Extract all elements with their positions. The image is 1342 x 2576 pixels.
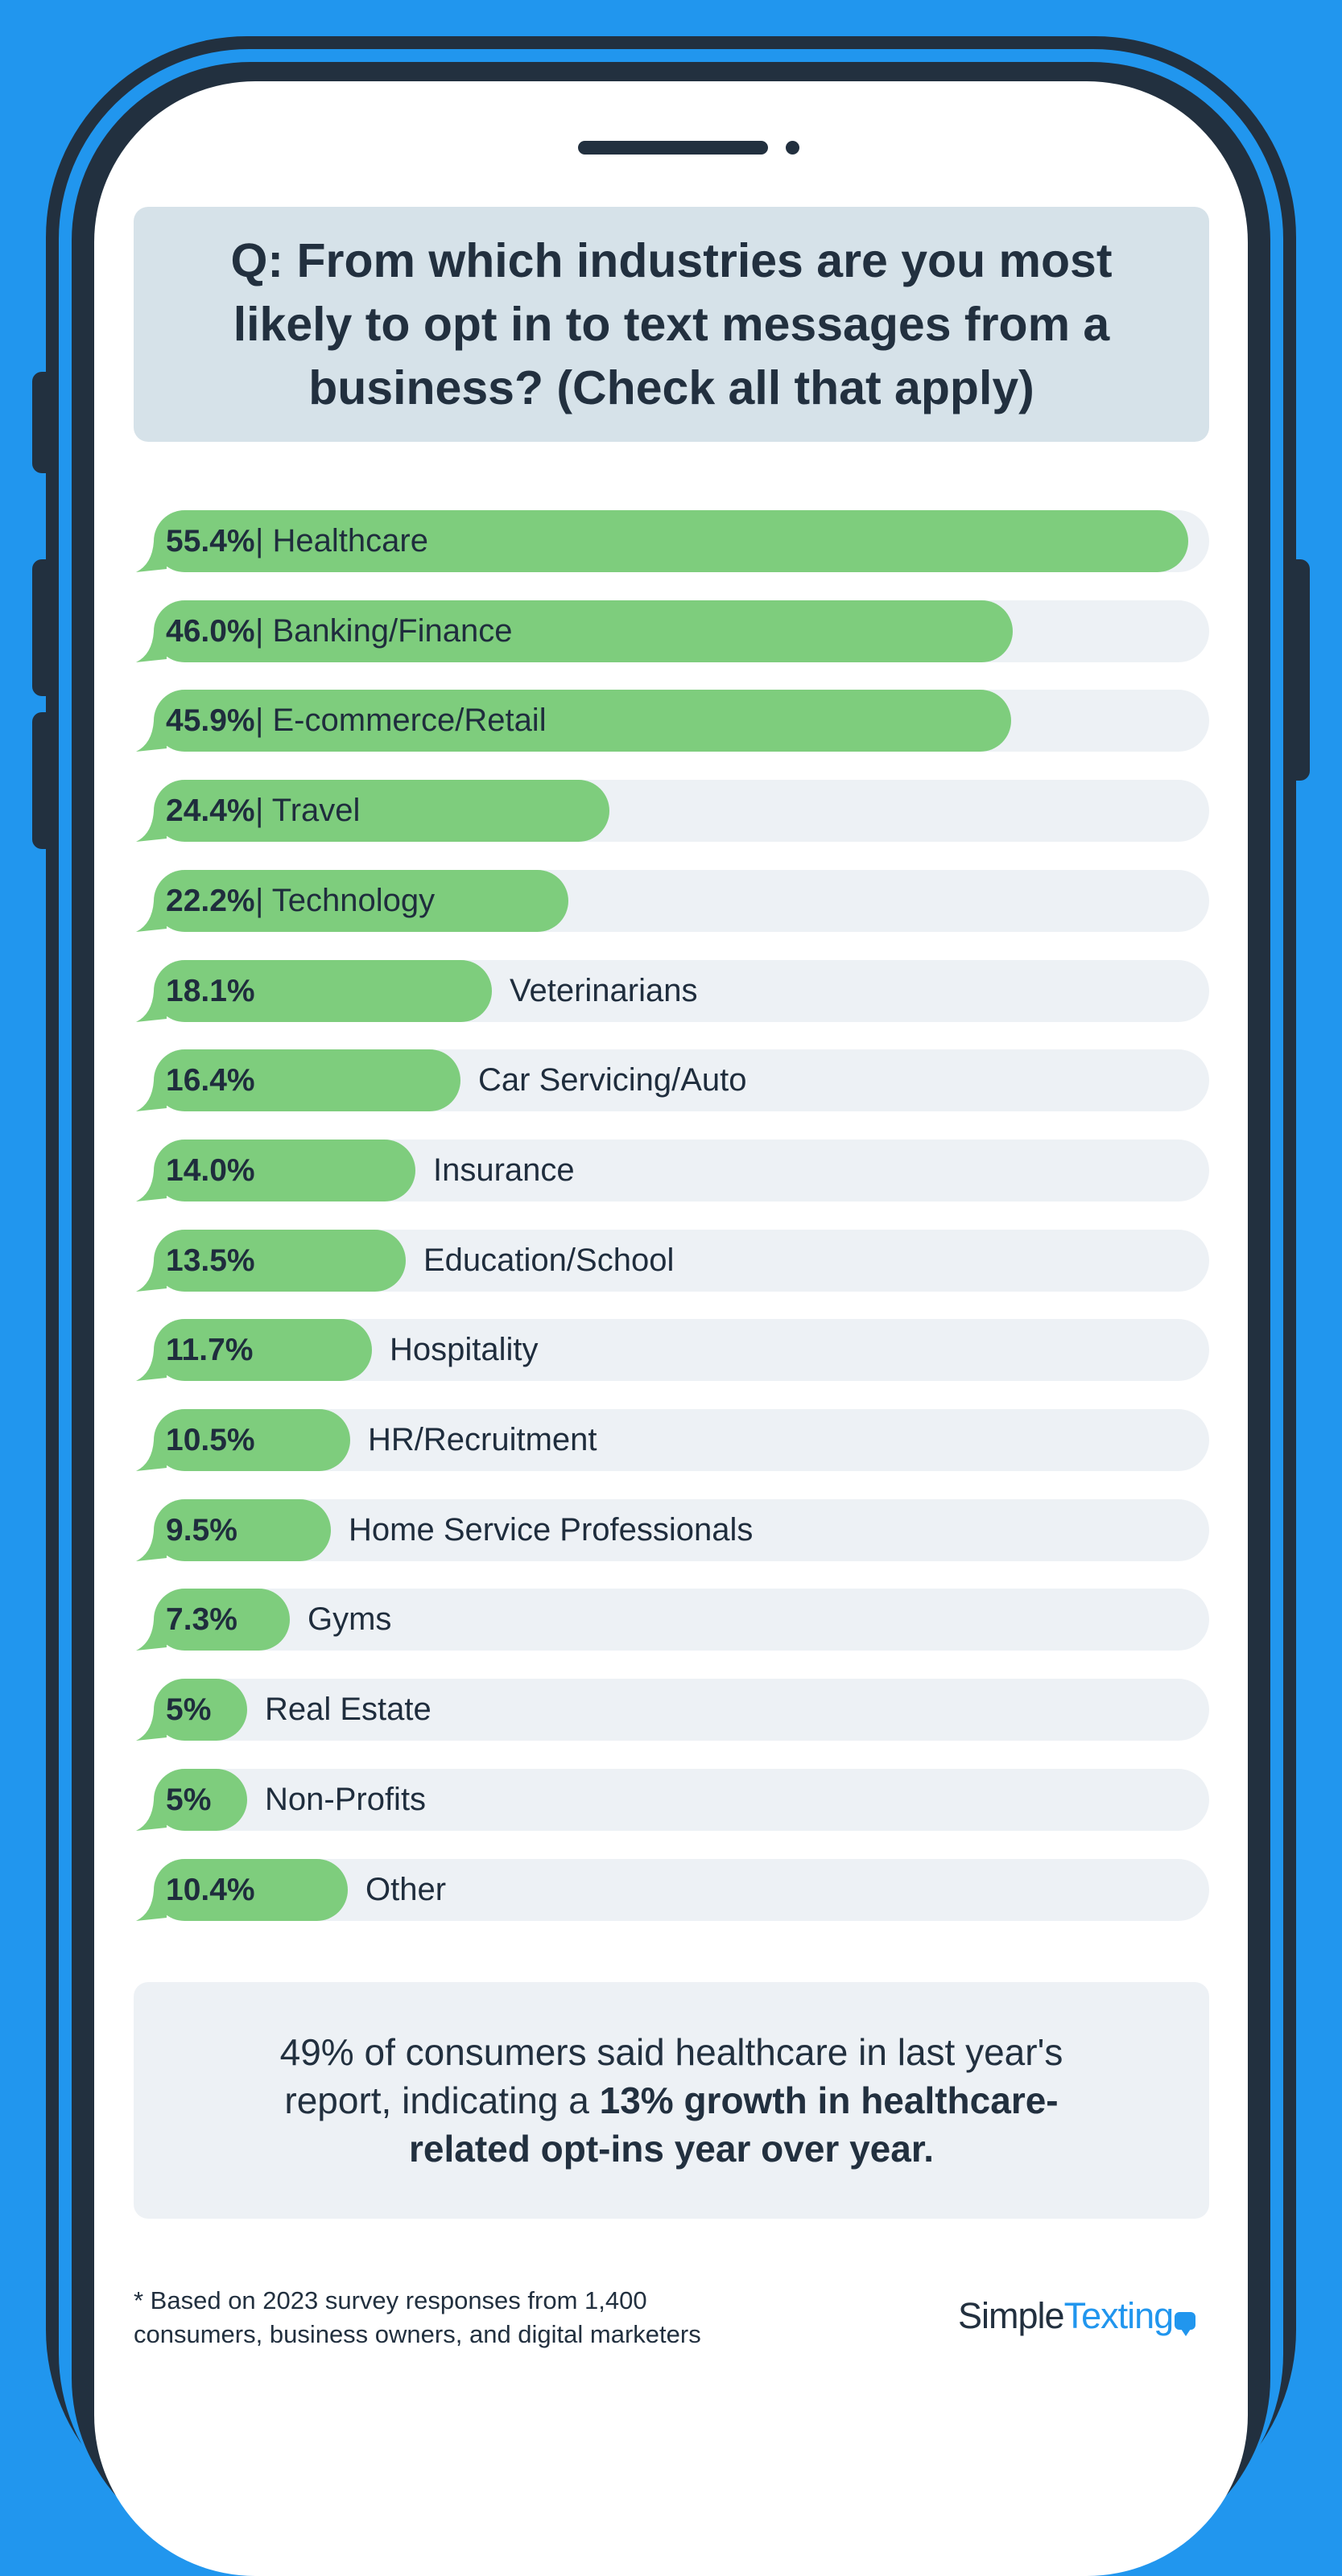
bar-track: 22.2% | Technology <box>136 870 1209 932</box>
bar-fill <box>154 1319 372 1381</box>
phone-power-button <box>1286 559 1310 781</box>
bar-value-label: 22.2% <box>166 884 255 918</box>
bar-value-label: 55.4% <box>166 524 255 558</box>
bar-track: 9.5% Home Service Professionals <box>136 1499 1209 1561</box>
bar-value-label: 13.5% <box>166 1243 255 1278</box>
callout-plain-text: 49% of consumers said healthcare in last… <box>279 2031 1063 2121</box>
bar-value-label: 11.7% <box>166 1333 254 1367</box>
bar-value-label: 46.0% <box>166 614 255 649</box>
bar-fill <box>154 870 568 932</box>
bar-fill <box>154 1409 350 1471</box>
bar-track: 14.0% Insurance <box>136 1140 1209 1201</box>
bar-track: 10.5% HR/Recruitment <box>136 1409 1209 1471</box>
bar-category-label: Hospitality <box>390 1332 539 1367</box>
bar-track: 46.0% | Banking/Finance <box>136 600 1209 662</box>
bar-category-label: Veterinarians <box>510 973 698 1008</box>
bar-category-label: | Technology <box>255 883 436 918</box>
bar-category-label: Gyms <box>308 1601 392 1637</box>
bar-category-label: | E-commerce/Retail <box>255 703 547 738</box>
bar-bubble-tail <box>136 1261 167 1292</box>
bar-category-label: Car Servicing/Auto <box>478 1062 747 1098</box>
survey-footnote: * Based on 2023 survey responses from 1,… <box>134 2284 794 2351</box>
bar-category-label: Other <box>365 1872 447 1907</box>
bar-track: 11.7% Hospitality <box>136 1319 1209 1381</box>
bar-bubble-tail <box>136 1350 167 1381</box>
bar-bubble-tail <box>136 1171 167 1201</box>
bar-value-label: 45.9% <box>166 703 255 738</box>
bar-fill <box>154 1769 247 1831</box>
bar-value-label: 14.0% <box>166 1153 255 1188</box>
chat-bubble-icon <box>1175 2312 1196 2336</box>
bar-category-label: Education/School <box>423 1243 675 1278</box>
bar-category-label: | Healthcare <box>255 523 428 558</box>
callout-text: 49% of consumers said healthcare in last… <box>230 2028 1113 2173</box>
bar-bubble-tail <box>136 1620 167 1651</box>
bar-bubble-tail <box>136 1710 167 1741</box>
bar-fill <box>154 1140 415 1201</box>
bar-value-label: 16.4% <box>166 1063 255 1098</box>
phone-volume-down-button <box>32 712 56 849</box>
bar-track: 45.9% | E-commerce/Retail <box>136 690 1209 752</box>
bar-category-label: Non-Profits <box>265 1782 427 1817</box>
bar-fill <box>154 1499 331 1561</box>
bar-value-label: 18.1% <box>166 974 255 1008</box>
bar-track: 18.1% Veterinarians <box>136 960 1209 1022</box>
bar-bubble-tail <box>136 721 167 752</box>
bar-track: 5% Real Estate <box>136 1679 1209 1741</box>
bar-bubble-tail <box>136 1081 167 1111</box>
bar-value-label: 9.5% <box>166 1513 237 1548</box>
bar-fill <box>154 780 609 842</box>
phone-side-button <box>32 372 56 473</box>
bar-track: 24.4% | Travel <box>136 780 1209 842</box>
camera-dot <box>786 141 799 155</box>
bar-category-label: Insurance <box>433 1152 575 1188</box>
bar-bubble-tail <box>136 1440 167 1471</box>
logo-texting-text: Texting <box>1063 2295 1175 2336</box>
bar-fill <box>154 690 1011 752</box>
survey-question: Q: From which industries are you most li… <box>134 207 1209 442</box>
bar-category-label: HR/Recruitment <box>368 1422 597 1457</box>
bar-fill <box>154 600 1013 662</box>
logo-simple-text: Simple <box>958 2295 1065 2336</box>
bar-value-label: 5% <box>166 1692 212 1727</box>
healthcare-growth-callout: 49% of consumers said healthcare in last… <box>134 1982 1209 2219</box>
speaker-grille <box>578 141 768 155</box>
footnote-line-2: consumers, business owners, and digital … <box>134 2320 701 2348</box>
bar-fill <box>154 510 1188 572</box>
bar-track: 16.4% Car Servicing/Auto <box>136 1049 1209 1111</box>
phone-volume-up-button <box>32 559 56 696</box>
bar-value-label: 10.4% <box>166 1873 255 1907</box>
bar-value-label: 10.5% <box>166 1423 255 1457</box>
bar-fill <box>154 1049 460 1111</box>
bar-bubble-tail <box>136 632 167 662</box>
bar-category-label: | Banking/Finance <box>255 613 513 649</box>
simpletexting-logo: SimpleTexting <box>958 2292 1196 2340</box>
bar-bubble-tail <box>136 811 167 842</box>
footnote-line-1: * Based on 2023 survey responses from 1,… <box>134 2286 647 2314</box>
bar-fill <box>154 1230 406 1292</box>
bar-bubble-tail <box>136 901 167 932</box>
bar-bubble-tail <box>136 1531 167 1561</box>
bar-bubble-tail <box>136 542 167 572</box>
bar-bubble-tail <box>136 991 167 1022</box>
bar-track: 5% Non-Profits <box>136 1769 1209 1831</box>
bar-track: 55.4% | Healthcare <box>136 510 1209 572</box>
bar-fill <box>154 960 492 1022</box>
bar-track: 10.4% Other <box>136 1859 1209 1921</box>
bar-value-label: 5% <box>166 1783 212 1817</box>
question-text: Q: From which industries are you most li… <box>230 233 1113 414</box>
bar-fill <box>154 1679 247 1741</box>
bar-track: 7.3% Gyms <box>136 1589 1209 1651</box>
bar-track: 13.5% Education/School <box>136 1230 1209 1292</box>
callout-bold-text: 13% growth in healthcare-related opt-ins… <box>409 2079 1059 2170</box>
bar-category-label: | Travel <box>255 793 361 828</box>
bar-category-label: Real Estate <box>265 1692 432 1727</box>
bar-bubble-tail <box>136 1890 167 1921</box>
bar-fill <box>154 1589 290 1651</box>
bar-category-label: Home Service Professionals <box>349 1512 754 1548</box>
bar-fill <box>154 1859 348 1921</box>
bar-value-label: 7.3% <box>166 1602 237 1637</box>
bar-value-label: 24.4% <box>166 793 255 828</box>
bar-bubble-tail <box>136 1800 167 1831</box>
